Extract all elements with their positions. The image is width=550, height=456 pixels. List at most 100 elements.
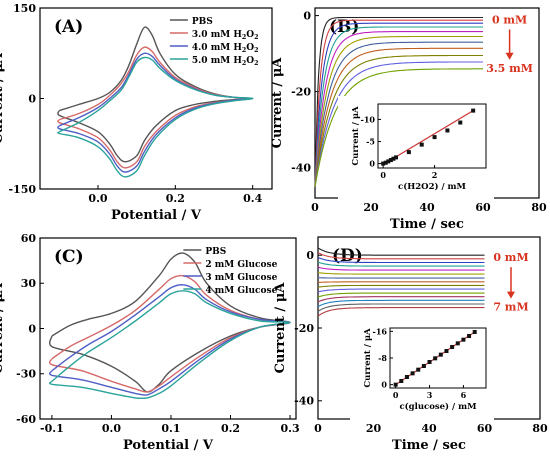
- inset-y-tick-label: -8: [378, 353, 387, 363]
- cv-curve: [49, 284, 291, 396]
- legend-entry: 2 mM Glucose: [205, 260, 277, 270]
- annotation-top: 0 mM: [492, 14, 527, 27]
- it-curve: [317, 247, 485, 256]
- inset-point: [416, 367, 421, 372]
- x-tick-label: 0.1: [161, 422, 180, 435]
- panel-2: -0.1 0.0 0.1 0.2 0.3 -60 -30 0 30 60 Potential / V…: [0, 232, 300, 453]
- legend-entry: PBS: [192, 17, 213, 27]
- x-tick-label: 0: [314, 422, 322, 435]
- annotation-bottom: 3.5 mM: [486, 62, 533, 75]
- inset-x-tick-label: 6: [461, 390, 467, 400]
- inset-point: [455, 341, 460, 346]
- inset-point: [438, 352, 443, 357]
- y-tick-label: 30: [21, 277, 37, 290]
- y-axis-label: Current / μA: [273, 282, 288, 374]
- it-curve: [317, 299, 485, 308]
- it-curve: [314, 54, 483, 187]
- x-tick-label: 60: [477, 422, 493, 435]
- inset-point: [458, 120, 463, 125]
- y-tick-label: 150: [13, 2, 36, 15]
- it-curve: [317, 252, 485, 260]
- inset-point: [421, 364, 426, 368]
- it-curve: [317, 292, 485, 298]
- legend-entry: PBS: [205, 247, 226, 257]
- it-curve: [314, 31, 483, 187]
- x-tick-label: 40: [419, 201, 435, 214]
- it-curve: [314, 41, 483, 187]
- y-tick-label: -30: [16, 368, 36, 381]
- it-curve: [314, 47, 483, 187]
- it-curve: [314, 19, 483, 187]
- x-tick-label: 0.2: [166, 192, 185, 205]
- y-axis-label: Current / μA: [0, 52, 6, 144]
- inset-point: [445, 128, 450, 133]
- panel-0: 0.0 0.2 0.4 -150 0 150 Potential / V Current / …: [0, 2, 273, 223]
- cv-curve: [49, 290, 291, 400]
- annotation-arrowhead: [505, 52, 514, 60]
- y-tick-label: -40: [291, 161, 311, 174]
- it-curve: [317, 256, 485, 264]
- x-tick-label: 60: [475, 201, 491, 214]
- y-axis-label: Current / μA: [270, 57, 285, 149]
- panel-label: (C): [54, 247, 84, 267]
- inset-point: [399, 379, 404, 383]
- inset-point: [406, 150, 411, 155]
- it-curve: [314, 22, 483, 187]
- inset-point: [391, 156, 396, 161]
- y-tick-label: 0: [303, 9, 311, 22]
- inset-x-tick-label: 3: [427, 390, 433, 400]
- y-tick-label: -20: [291, 85, 311, 98]
- x-tick-label: 0.3: [280, 422, 299, 435]
- it-curve: [317, 261, 485, 267]
- it-curve: [317, 296, 485, 303]
- inset-point: [381, 161, 386, 166]
- x-axis-label: Potential / V: [123, 438, 214, 453]
- y-tick-label: -150: [8, 183, 36, 196]
- it-curve: [314, 61, 483, 187]
- x-axis-label: Time / sec: [392, 438, 466, 453]
- panel-label: (D): [332, 246, 363, 266]
- x-tick-label: 20: [366, 422, 382, 435]
- x-tick-label: 0.0: [88, 192, 107, 205]
- inset-point: [410, 371, 415, 376]
- y-tick-label: -60: [16, 413, 36, 426]
- x-tick-label: 0.0: [102, 422, 121, 435]
- legend-entry: 5.0 mM H2O2: [192, 56, 259, 67]
- it-curve: [314, 16, 483, 187]
- y-axis-label: Current / μA: [0, 282, 6, 374]
- inset-y-tick-label: -10: [361, 114, 376, 124]
- inset-point: [427, 360, 432, 364]
- inset-x-tick-label: 2: [432, 170, 438, 180]
- inset-point: [388, 158, 393, 163]
- it-curve: [317, 303, 485, 312]
- inset-y-tick-label: -16: [373, 326, 388, 336]
- x-tick-label: 0: [311, 201, 319, 214]
- annotation-bottom: 7 mM: [493, 301, 528, 314]
- y-tick-label: 0: [28, 322, 36, 335]
- x-tick-label: 80: [532, 422, 548, 435]
- x-tick-label: 0.4: [243, 192, 262, 205]
- inset-point: [467, 334, 472, 338]
- legend-entry: 3 mM Glucose: [205, 273, 277, 283]
- it-curve: [317, 271, 485, 275]
- it-curve: [314, 26, 483, 187]
- inset-point: [444, 349, 449, 353]
- inset-point: [433, 356, 438, 361]
- it-curve: [317, 281, 485, 284]
- inset-x-tick-label: 0: [393, 390, 399, 400]
- y-tick-label: 60: [21, 232, 37, 245]
- inset-fit-line: [382, 110, 474, 165]
- legend-entry: 4.0 mM H2O2: [192, 43, 259, 54]
- inset-point: [383, 160, 388, 165]
- inset-point: [404, 375, 409, 379]
- legend-entry: 4 mM Glucose: [205, 286, 277, 296]
- inset-x-tick-label: 0: [380, 170, 386, 180]
- it-curve: [314, 35, 483, 187]
- cv-curve: [57, 56, 254, 178]
- y-tick-label: 0: [306, 249, 314, 262]
- x-tick-label: 80: [531, 201, 547, 214]
- it-curve: [317, 266, 485, 271]
- inset-point: [450, 345, 455, 349]
